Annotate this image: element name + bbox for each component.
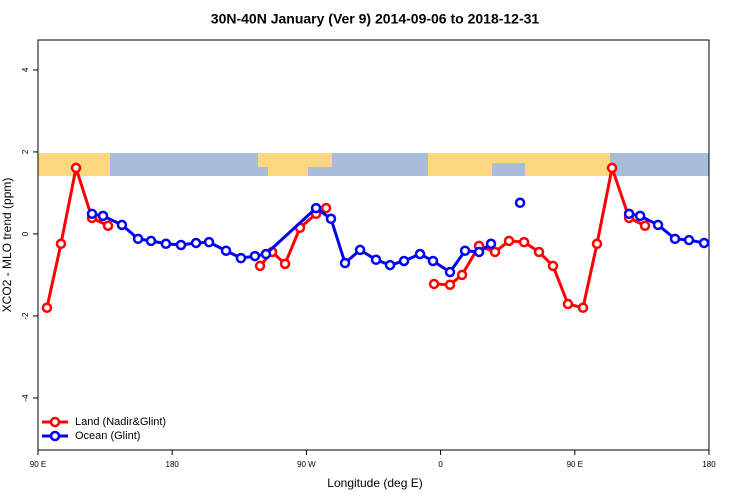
data-point (456, 269, 468, 281)
map-strip (38, 153, 709, 176)
y-tick-label: 4 (21, 67, 30, 72)
x-tick-label: 180 (702, 460, 716, 469)
data-point (591, 238, 603, 250)
data-point (514, 197, 526, 209)
data-point (683, 234, 695, 246)
x-axis-label: Longitude (deg E) (327, 476, 422, 490)
data-point (260, 248, 272, 260)
map-land (268, 167, 308, 176)
data-point (310, 202, 322, 214)
legend-label: Land (Nadir&Glint) (75, 416, 166, 428)
data-point (249, 250, 261, 262)
data-point (606, 162, 618, 174)
x-tick-label: 90 E (30, 460, 46, 469)
data-point (427, 255, 439, 267)
data-point (639, 220, 651, 231)
data-point (97, 210, 109, 222)
data-point (175, 239, 187, 251)
plot-frame (37, 39, 710, 451)
data-point (398, 255, 410, 267)
data-point (384, 259, 396, 271)
series-line (91, 206, 705, 275)
data-point (623, 208, 635, 220)
map-land (492, 153, 610, 163)
data-point (473, 246, 485, 258)
data-point (116, 219, 128, 231)
data-point (102, 220, 114, 231)
legend-marker (49, 416, 61, 428)
data-point (533, 246, 545, 258)
x-tick-label: 180 (166, 460, 180, 469)
data-point (428, 278, 440, 290)
y-tick-label: -4 (21, 394, 30, 402)
data-point (577, 302, 589, 313)
x-tick-label: 90 W (297, 460, 316, 469)
data-point (518, 236, 530, 248)
y-tick-label: 2 (21, 149, 30, 154)
data-point (634, 210, 646, 222)
data-point (547, 260, 559, 272)
data-point (160, 238, 172, 250)
data-point (145, 235, 157, 247)
map-land (428, 153, 492, 176)
data-point (325, 213, 337, 225)
data-point (86, 208, 98, 220)
data-point (190, 237, 202, 249)
data-point (485, 238, 497, 250)
y-tick-label: 0 (21, 231, 30, 236)
data-point (220, 245, 232, 256)
data-point (562, 298, 574, 310)
data-point (444, 279, 456, 291)
data-point (414, 248, 426, 260)
data-point (203, 236, 215, 248)
data-point (354, 244, 366, 256)
data-point (279, 258, 291, 270)
x-tick-label: 0 (438, 460, 443, 469)
data-point (254, 260, 266, 272)
data-point (235, 252, 247, 264)
data-point (459, 245, 471, 256)
map-land (258, 153, 332, 167)
y-tick-label: -2 (21, 312, 30, 320)
data-point (320, 202, 332, 214)
y-axis-label: XCO2 - MLO trend (ppm) (0, 178, 14, 313)
map-land (525, 163, 615, 176)
x-tick-label: 90 E (567, 460, 583, 469)
data-point (444, 266, 456, 278)
data-point (489, 246, 501, 258)
data-point (41, 302, 53, 313)
data-point (503, 235, 515, 247)
data-point (70, 162, 82, 174)
data-point (698, 237, 710, 249)
legend-label: Ocean (Glint) (75, 430, 140, 442)
data-point (669, 233, 681, 245)
chart-title: 30N-40N January (Ver 9) 2014-09-06 to 20… (211, 11, 540, 27)
data-point (132, 233, 144, 245)
data-point (339, 257, 351, 269)
legend-marker (49, 430, 61, 442)
data-point (370, 254, 382, 266)
data-point (55, 238, 67, 250)
data-point (652, 219, 664, 231)
